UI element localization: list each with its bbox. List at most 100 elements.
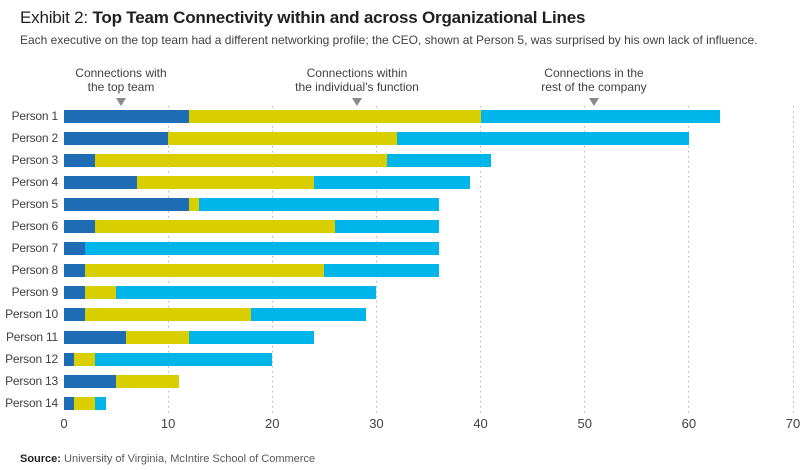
bar-segment — [386, 154, 491, 167]
x-tick-label: 50 — [577, 416, 592, 431]
category-label: Person 1 — [11, 109, 59, 123]
bar-segment — [251, 308, 366, 321]
bar-row: Person 2 — [12, 132, 689, 145]
x-tick-label: 40 — [473, 416, 488, 431]
annotation-top-team: Connections with the top team — [26, 66, 216, 106]
bar-segment — [64, 286, 85, 299]
bar-segment — [64, 264, 85, 277]
plot-area: Person 1 Person 2 Person 3 Person 4 Person 5… — [5, 106, 794, 414]
bar-segment — [64, 353, 75, 366]
gridline — [792, 106, 794, 414]
page-title: Exhibit 2: Top Team Connectivity within … — [20, 8, 585, 28]
bar-row: Person 12 — [5, 353, 273, 366]
gridline — [480, 106, 482, 414]
bar-segment — [188, 110, 481, 123]
bar-row: Person 10 — [5, 308, 366, 321]
bar-segment — [64, 220, 96, 233]
source-label: Source: — [20, 453, 61, 465]
bar-segment — [64, 110, 189, 123]
bar-segment — [64, 198, 189, 211]
bar-row: Person 7 — [12, 242, 439, 255]
category-label: Person 3 — [11, 153, 59, 167]
category-label: Person 6 — [11, 219, 59, 233]
bar-segment — [64, 375, 117, 388]
bar-segment — [334, 220, 439, 233]
exhibit-number-label: Exhibit 2: — [20, 8, 88, 27]
bar-segment — [136, 176, 314, 189]
bar-segment — [74, 397, 96, 410]
annotation-rest-of-company-text: Connections in the rest of the company — [499, 66, 689, 94]
annotation-line: the individual's function — [295, 80, 419, 94]
bar-segment — [84, 286, 117, 299]
annotation-line: rest of the company — [541, 80, 647, 94]
category-label: Person 10 — [5, 307, 58, 321]
bar-row: Person 14 — [5, 397, 106, 410]
bar-row: Person 13 — [5, 375, 179, 388]
bar-segment — [116, 375, 179, 388]
bar-segment — [116, 286, 377, 299]
arrow-down-icon — [589, 98, 599, 106]
annotation-function-text: Connections within the individual's func… — [262, 66, 452, 94]
category-label: Person 14 — [5, 396, 58, 410]
bar-row: Person 4 — [12, 176, 471, 189]
x-tick-label: 20 — [265, 416, 280, 431]
subtitle: Each executive on the top team had a dif… — [20, 33, 758, 47]
gridline — [584, 106, 586, 414]
bar-row: Person 5 — [12, 198, 439, 211]
category-label: Person 4 — [11, 175, 59, 189]
bar-segment — [199, 198, 439, 211]
annotation-rest-of-company: Connections in the rest of the company — [499, 66, 689, 106]
arrow-down-icon — [352, 98, 362, 106]
bar-row: Person 1 — [12, 110, 721, 123]
category-label: Person 12 — [5, 352, 58, 366]
category-label: Person 9 — [11, 285, 59, 299]
bar-segment — [64, 132, 169, 145]
bar-segment — [64, 308, 85, 321]
x-tick-label: 0 — [60, 416, 68, 431]
bar-segment — [64, 397, 75, 410]
annotation-top-team-text: Connections with the top team — [26, 66, 216, 94]
bar-segment — [95, 397, 106, 410]
bar-segment — [64, 242, 85, 255]
bar-segment — [397, 132, 689, 145]
bar-row: Person 6 — [12, 220, 439, 233]
bar-row: Person 11 — [6, 331, 314, 344]
bar-segment — [168, 132, 398, 145]
bar-row: Person 8 — [12, 264, 439, 277]
bar-segment — [64, 331, 127, 344]
arrow-down-icon — [116, 98, 126, 106]
bar-segment — [313, 176, 471, 189]
bar-segment — [84, 242, 439, 255]
category-label: Person 11 — [5, 330, 58, 344]
bar-segment — [74, 353, 96, 366]
source-text: University of Virginia, McIntire School … — [64, 453, 316, 465]
bar-segment — [95, 220, 335, 233]
x-tick-label: 30 — [369, 416, 384, 431]
gridline — [167, 106, 169, 414]
category-label: Person 5 — [11, 197, 59, 211]
bar-segment — [480, 110, 721, 123]
bar-segment — [188, 331, 314, 344]
bar-row: Person 9 — [12, 286, 377, 299]
category-label: Person 2 — [11, 131, 59, 145]
bar-segment — [64, 176, 137, 189]
annotation-function: Connections within the individual's func… — [262, 66, 452, 106]
x-axis: 0 10 20 30 40 50 60 70 — [60, 416, 800, 432]
annotation-line: Connections in the — [544, 66, 644, 80]
gridline — [271, 106, 273, 414]
bar-segment — [84, 264, 325, 277]
title-text: Top Team Connectivity within and across … — [92, 8, 586, 27]
bar-segment — [188, 198, 200, 211]
annotation-line: Connections within — [306, 66, 408, 80]
x-tick-label: 70 — [785, 416, 800, 431]
category-label: Person 8 — [11, 263, 59, 277]
gridline — [688, 106, 690, 414]
annotation-line: the top team — [87, 80, 155, 94]
gridline — [375, 106, 377, 414]
bar-segment — [126, 331, 189, 344]
bar-segment — [95, 154, 387, 167]
x-tick-label: 10 — [160, 416, 176, 431]
bar-segment — [84, 308, 252, 321]
bar-row: Person 3 — [12, 154, 491, 167]
